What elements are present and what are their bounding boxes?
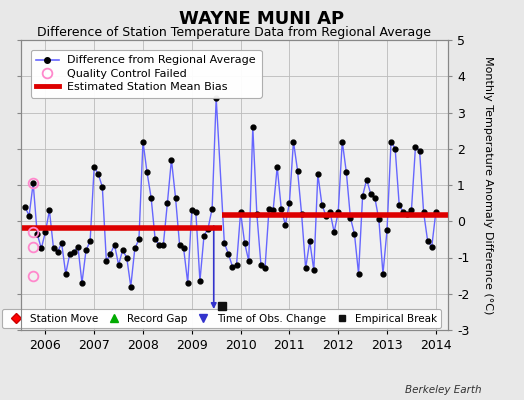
- Legend: Station Move, Record Gap, Time of Obs. Change, Empirical Break: Station Move, Record Gap, Time of Obs. C…: [2, 309, 441, 328]
- Text: Berkeley Earth: Berkeley Earth: [406, 385, 482, 395]
- Y-axis label: Monthly Temperature Anomaly Difference (°C): Monthly Temperature Anomaly Difference (…: [483, 56, 493, 314]
- Text: WAYNE MUNI AP: WAYNE MUNI AP: [179, 10, 345, 28]
- Title: Difference of Station Temperature Data from Regional Average: Difference of Station Temperature Data f…: [38, 26, 431, 39]
